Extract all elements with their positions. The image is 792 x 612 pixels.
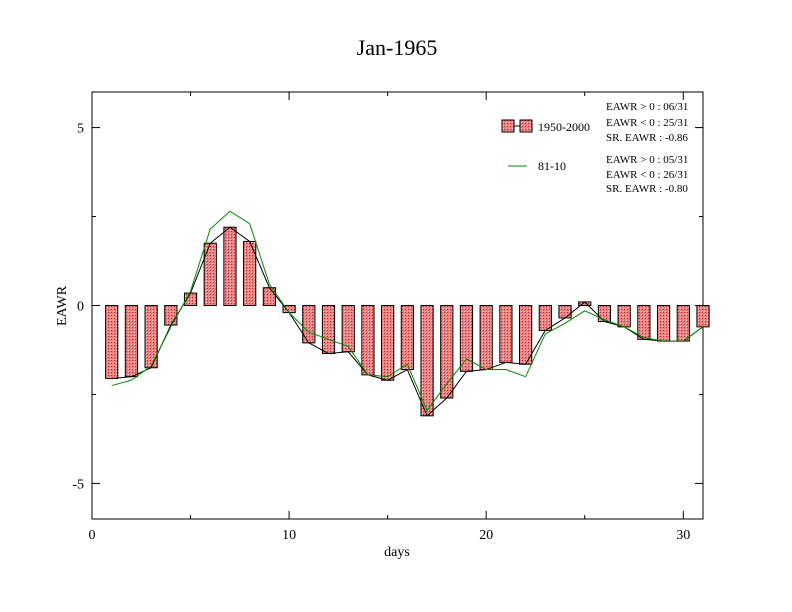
legend-bar-swatch-right	[519, 119, 533, 133]
stat-block1-line2: EAWR < 0 : 25/31	[606, 117, 688, 129]
bar-day-29	[656, 305, 671, 342]
chart-title: Jan-1965	[357, 35, 438, 60]
bar-day-15	[381, 305, 395, 381]
bar-day-23	[538, 305, 552, 331]
legend: 1950-2000 81-10	[501, 119, 590, 173]
stat-block2-line2: EAWR < 0 : 26/31	[606, 169, 688, 181]
bar-day-26	[597, 305, 612, 323]
bar-day-11	[302, 305, 316, 344]
y-tick-label: -5	[72, 477, 84, 492]
legend-bar-label: 1950-2000	[538, 120, 590, 134]
bar-day-6	[203, 242, 217, 307]
bar-day-31	[696, 305, 710, 328]
x-tick-label: 10	[282, 528, 296, 543]
x-tick-label: 30	[676, 528, 690, 543]
series-line-81-10	[111, 210, 704, 412]
bar-day-1	[105, 305, 119, 379]
bar-day-20	[479, 305, 493, 371]
bar-day-21	[499, 305, 513, 363]
x-axis-label: days	[384, 545, 410, 560]
bar-day-24	[558, 305, 572, 319]
axes-group: 0 10 20 30 5 0 -5	[72, 92, 703, 543]
series-line-1950-2000	[111, 226, 704, 417]
stat-block2-line1: EAWR > 0 : 05/31	[606, 154, 688, 166]
y-axis-label: EAWR	[55, 285, 70, 326]
bar-day-4	[164, 305, 178, 326]
x-tick-label: 20	[479, 528, 493, 543]
y-tick-label: 0	[77, 300, 84, 315]
y-tick-label: 5	[77, 122, 84, 137]
stats-annotations: EAWR > 0 : 06/31 EAWR < 0 : 25/31 SR. EA…	[606, 101, 688, 195]
bar-day-7	[223, 226, 237, 306]
bars-group	[105, 226, 710, 417]
stat-block1-line1: EAWR > 0 : 06/31	[606, 101, 688, 113]
bar-day-22	[519, 305, 533, 365]
bar-day-2	[124, 305, 139, 378]
stat-block2-line3: SR. EAWR : -0.80	[606, 183, 688, 195]
bar-day-30	[676, 305, 690, 342]
bar-day-12	[321, 305, 336, 355]
bar-day-14	[361, 305, 375, 376]
bar-day-16	[400, 305, 414, 371]
legend-line-label: 81-10	[538, 159, 566, 173]
bar-day-28	[637, 305, 651, 340]
bar-day-27	[617, 305, 631, 328]
lines-group	[111, 210, 704, 417]
x-tick-label: 0	[89, 528, 96, 543]
legend-bar-swatch-left	[501, 119, 515, 133]
stat-block1-line3: SR. EAWR : -0.86	[606, 132, 688, 144]
